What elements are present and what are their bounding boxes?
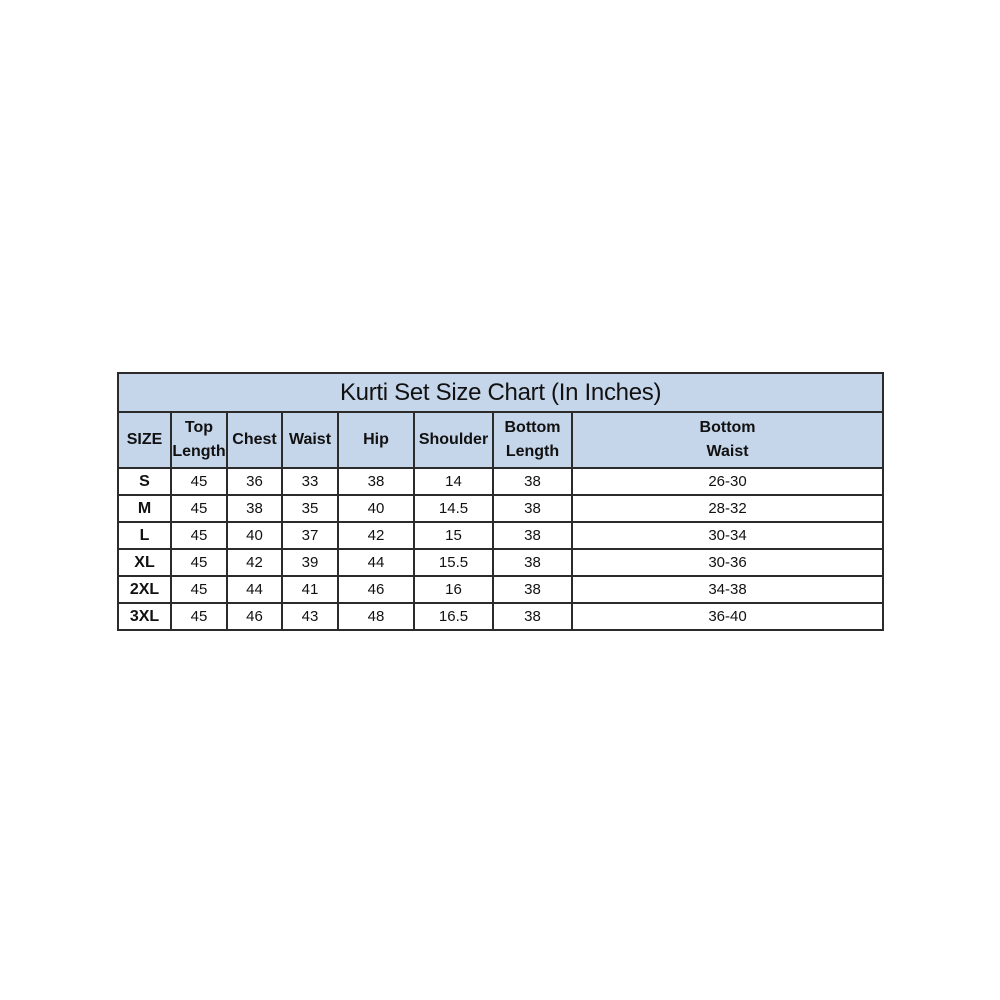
table-row: L 45 40 37 42 15 38 30-34 bbox=[117, 521, 885, 550]
size-cell: M bbox=[117, 494, 172, 523]
measurement-cell: 46 bbox=[226, 602, 283, 631]
measurement-cell: 38 bbox=[492, 602, 573, 631]
measurement-cell: 36 bbox=[226, 467, 283, 496]
measurement-cell: 48 bbox=[337, 602, 415, 631]
measurement-cell: 45 bbox=[170, 548, 228, 577]
column-header: Shoulder bbox=[413, 411, 494, 469]
measurement-cell: 39 bbox=[281, 548, 339, 577]
measurement-cell: 44 bbox=[226, 575, 283, 604]
measurement-cell: 30-36 bbox=[570, 548, 885, 577]
measurement-cell: 46 bbox=[337, 575, 415, 604]
measurement-cell: 38 bbox=[492, 494, 573, 523]
measurement-cell: 43 bbox=[281, 602, 339, 631]
size-cell: 2XL bbox=[117, 575, 172, 604]
measurement-cell: 45 bbox=[170, 521, 228, 550]
column-header: Bottom Length bbox=[492, 411, 573, 469]
measurement-cell: 40 bbox=[337, 494, 415, 523]
table-row: M 45 38 35 40 14.5 38 28-32 bbox=[117, 494, 885, 523]
column-header: Top Length bbox=[170, 411, 228, 469]
column-header: Hip bbox=[337, 411, 415, 469]
measurement-cell: 41 bbox=[281, 575, 339, 604]
measurement-cell: 38 bbox=[492, 521, 573, 550]
measurement-cell: 38 bbox=[337, 467, 415, 496]
measurement-cell: 37 bbox=[281, 521, 339, 550]
measurement-cell: 42 bbox=[226, 548, 283, 577]
table-body: S 45 36 33 38 14 38 26-30 M 45 38 35 40 14.5 38 28-32 L 4… bbox=[117, 467, 885, 631]
measurement-cell: 14.5 bbox=[413, 494, 494, 523]
measurement-cell: 38 bbox=[492, 575, 573, 604]
table-title: Kurti Set Size Chart (In Inches) bbox=[116, 372, 885, 413]
measurement-cell: 45 bbox=[170, 494, 228, 523]
size-chart-table: Kurti Set Size Chart (In Inches) SIZE Top… bbox=[116, 372, 885, 631]
measurement-cell: 38 bbox=[226, 494, 283, 523]
size-cell: XL bbox=[117, 548, 172, 577]
measurement-cell: 15 bbox=[413, 521, 494, 550]
measurement-cell: 16 bbox=[413, 575, 494, 604]
column-header: Waist bbox=[281, 411, 339, 469]
measurement-cell: 15.5 bbox=[413, 548, 494, 577]
table-row: S 45 36 33 38 14 38 26-30 bbox=[117, 467, 885, 496]
measurement-cell: 42 bbox=[337, 521, 415, 550]
table-row: 2XL 45 44 41 46 16 38 34-38 bbox=[117, 575, 885, 604]
measurement-cell: 38 bbox=[492, 467, 573, 496]
measurement-cell: 45 bbox=[170, 467, 228, 496]
measurement-cell: 14 bbox=[413, 467, 494, 496]
column-header: SIZE bbox=[117, 411, 172, 469]
measurement-cell: 36-40 bbox=[570, 602, 885, 631]
measurement-cell: 35 bbox=[281, 494, 339, 523]
table-row: XL 45 42 39 44 15.5 38 30-36 bbox=[117, 548, 885, 577]
table-row: 3XL 45 46 43 48 16.5 38 36-40 bbox=[117, 602, 885, 631]
measurement-cell: 16.5 bbox=[413, 602, 494, 631]
size-cell: L bbox=[117, 521, 172, 550]
measurement-cell: 34-38 bbox=[570, 575, 885, 604]
measurement-cell: 45 bbox=[170, 602, 228, 631]
measurement-cell: 44 bbox=[337, 548, 415, 577]
measurement-cell: 45 bbox=[170, 575, 228, 604]
column-header: Chest bbox=[226, 411, 283, 469]
measurement-cell: 28-32 bbox=[570, 494, 885, 523]
measurement-cell: 30-34 bbox=[570, 521, 885, 550]
measurement-cell: 40 bbox=[226, 521, 283, 550]
measurement-cell: 38 bbox=[492, 548, 573, 577]
size-cell: 3XL bbox=[117, 602, 172, 631]
measurement-cell: 26-30 bbox=[570, 467, 885, 496]
header-row: SIZE Top Length Chest Waist Hip Shoulder Botto… bbox=[117, 411, 885, 469]
column-header: Bottom Waist bbox=[570, 411, 885, 469]
size-cell: S bbox=[117, 467, 172, 496]
measurement-cell: 33 bbox=[281, 467, 339, 496]
